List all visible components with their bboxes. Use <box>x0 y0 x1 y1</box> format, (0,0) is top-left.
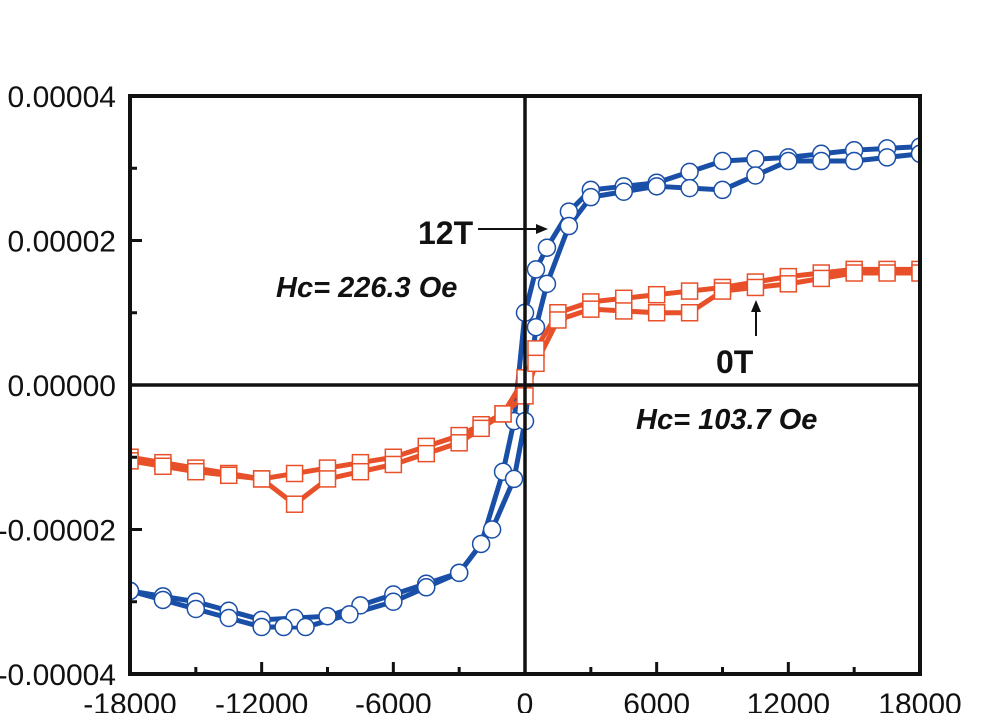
data-point <box>614 182 633 201</box>
x-tick-label: -18000 <box>83 688 176 713</box>
data-point <box>318 470 337 488</box>
data-point <box>449 563 469 583</box>
data-point <box>504 469 524 489</box>
data-point <box>296 617 315 637</box>
data-point <box>527 340 545 358</box>
data-point <box>482 520 502 539</box>
data-point <box>527 354 545 373</box>
data-point <box>130 581 140 601</box>
x-tick-label: 6000 <box>623 688 690 713</box>
x-tick-label: -12000 <box>215 688 308 713</box>
data-point <box>812 151 831 171</box>
data-point <box>779 275 798 293</box>
data-point <box>417 578 436 597</box>
data-point <box>187 462 205 481</box>
data-point <box>680 282 699 300</box>
y-tick-label: 0.00000 <box>8 370 116 403</box>
data-point <box>713 180 732 200</box>
y-tick-label: 0.00004 <box>8 81 116 114</box>
data-point <box>220 466 238 485</box>
data-point <box>351 462 370 481</box>
x-tick-label: 0 <box>517 688 534 713</box>
x-tick-label: -6000 <box>355 688 432 713</box>
x-tick-label: 12000 <box>747 688 830 713</box>
data-point <box>582 300 600 318</box>
data-point <box>252 470 271 488</box>
x-tick-label: 18000 <box>878 688 961 713</box>
data-point <box>219 608 238 628</box>
arrow-head-12t <box>536 224 548 234</box>
y-tick-label: -0.00004 <box>0 659 116 692</box>
data-point <box>417 444 435 463</box>
data-point <box>877 148 897 167</box>
data-point <box>130 452 139 470</box>
data-point <box>471 534 491 554</box>
data-point <box>910 144 920 164</box>
y-tick-label: -0.00002 <box>0 515 116 548</box>
data-point <box>549 311 567 329</box>
data-point <box>340 605 359 624</box>
data-point <box>647 177 666 196</box>
data-point <box>844 151 864 171</box>
data-point <box>581 187 601 207</box>
data-point <box>537 274 557 294</box>
data-point <box>252 617 271 637</box>
data-point <box>285 495 304 513</box>
data-point <box>537 238 557 257</box>
data-point <box>746 278 765 297</box>
data-point <box>615 302 633 320</box>
data-point <box>647 304 666 322</box>
data-point <box>285 464 304 483</box>
data-point <box>494 405 512 423</box>
annotation-0t: 0T <box>716 344 754 380</box>
data-point <box>384 592 403 611</box>
series-12T <box>130 137 920 637</box>
data-point <box>779 151 798 171</box>
data-point <box>526 260 546 279</box>
data-point <box>526 317 546 337</box>
series-0T <box>130 260 920 513</box>
y-tick-label: 0.00002 <box>8 226 116 259</box>
data-point <box>680 162 699 182</box>
data-point <box>713 151 732 171</box>
data-point <box>647 285 666 304</box>
data-point <box>154 457 172 476</box>
data-point <box>274 617 293 637</box>
annotation-hc-12t: Hc= 226.3 Oe <box>276 272 457 304</box>
data-point <box>153 590 173 610</box>
data-point <box>746 166 765 185</box>
data-point <box>680 304 699 322</box>
data-point <box>318 606 337 626</box>
data-point <box>746 149 765 169</box>
annotation-hc-0t: Hc= 103.7 Oe <box>636 404 817 436</box>
data-point <box>384 455 403 474</box>
annotation-12t: 12T <box>418 215 474 251</box>
arrow-head-0t <box>751 300 761 312</box>
data-point <box>680 178 699 198</box>
data-point <box>713 282 732 300</box>
data-point <box>911 264 920 282</box>
data-point <box>812 269 830 288</box>
data-point <box>472 419 490 438</box>
data-point <box>845 264 863 282</box>
data-point <box>450 434 468 452</box>
data-point <box>559 216 579 236</box>
data-point <box>186 599 206 619</box>
data-point <box>878 264 896 282</box>
